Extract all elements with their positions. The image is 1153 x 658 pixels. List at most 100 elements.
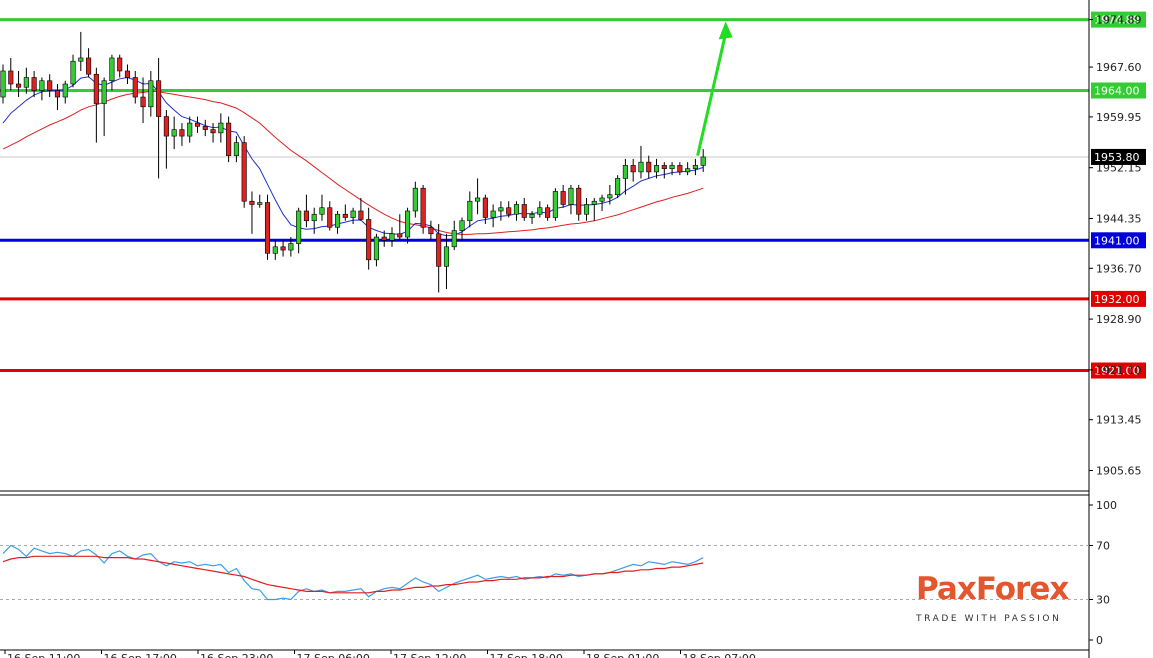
candle-body: [257, 202, 263, 205]
brand-name-left: Pa: [916, 571, 958, 607]
candle: [124, 64, 131, 85]
candle: [607, 184, 613, 205]
oscillator-tick-label: 100: [1096, 499, 1117, 512]
candle-body: [552, 191, 558, 218]
candle-body: [653, 165, 660, 173]
time-tick-label: 17 Sep 12:00: [393, 652, 466, 658]
level-label-box: [1091, 290, 1146, 307]
candle-body: [358, 210, 364, 220]
candle: [187, 116, 193, 143]
time-tick-label: 17 Sep 18:00: [490, 652, 563, 658]
candle: [16, 70, 22, 98]
price-tick-label: 1913.45: [1096, 414, 1142, 427]
candle-body: [280, 246, 286, 251]
oscillator-panel: 100 70 30 0: [0, 499, 1117, 647]
candle: [459, 217, 465, 241]
candle: [677, 162, 683, 176]
candle: [545, 204, 551, 221]
candle-body: [545, 207, 551, 218]
level-label-box: [1091, 82, 1146, 99]
candle: [537, 201, 543, 218]
candle-body: [630, 165, 636, 173]
candle-body: [405, 210, 411, 238]
candle-body: [537, 207, 543, 215]
arrow-head: [718, 21, 733, 40]
candle-body: [669, 165, 675, 169]
candle: [560, 184, 566, 208]
candle-body: [288, 243, 294, 251]
candle-body: [39, 80, 45, 91]
candle-body: [296, 210, 302, 244]
candle-body: [381, 236, 387, 241]
candle-body: [692, 165, 698, 169]
brand-logo: PaxForex TRADE WITH PASSION: [916, 572, 1076, 624]
candle-body: [140, 96, 146, 108]
candle-body: [646, 161, 652, 173]
candle-body: [661, 165, 667, 169]
candle-body: [16, 83, 22, 88]
candle: [506, 201, 512, 218]
candle: [62, 80, 68, 104]
candle: [397, 214, 403, 241]
time-tick-label: 18 Sep 01:00: [586, 652, 659, 658]
candle-body: [685, 168, 691, 173]
candle-body: [482, 197, 488, 218]
candle: [70, 54, 76, 88]
candle-body: [327, 207, 333, 228]
candle: [47, 74, 53, 98]
candle-body: [241, 142, 247, 202]
candle-body: [513, 204, 520, 215]
candles: [0, 31, 706, 293]
candle-body: [226, 122, 232, 156]
candle-body: [62, 83, 68, 98]
candle: [86, 48, 92, 78]
candle-body: [334, 213, 341, 228]
candle-body: [412, 187, 418, 212]
candle: [513, 201, 520, 221]
candle: [288, 237, 294, 257]
candle-body: [47, 80, 53, 91]
candle-body: [490, 210, 496, 218]
candle: [498, 201, 504, 221]
candle: [39, 77, 45, 101]
candle: [521, 197, 527, 221]
candle-body: [319, 207, 325, 215]
level-label: 1964.00: [1094, 85, 1140, 98]
oscillator-tick-label: 70: [1096, 540, 1110, 553]
candle: [78, 31, 84, 71]
candle-body: [264, 202, 271, 254]
candle-body: [78, 57, 84, 62]
price-tick-label: 1974.89: [1096, 14, 1142, 27]
candle: [568, 184, 574, 215]
brand-tagline: TRADE WITH PASSION: [916, 614, 1062, 624]
candle-body: [568, 187, 574, 205]
price-tick-label: 1928.90: [1096, 313, 1142, 326]
candle-body: [132, 77, 138, 98]
candle: [31, 70, 37, 98]
candle-body: [8, 70, 14, 85]
level-label-box: [1091, 362, 1146, 379]
brand-name-x: x: [956, 571, 977, 607]
candle-body: [218, 122, 224, 134]
candle: [296, 207, 302, 254]
candle: [156, 57, 162, 179]
time-tick-label: 16 Sep 23:00: [200, 652, 273, 658]
ma-slow-line: [2, 90, 704, 235]
candle-body: [615, 178, 621, 196]
candle: [653, 158, 660, 179]
candle: [552, 188, 558, 221]
candle: [638, 145, 644, 179]
price-tick-label: 1944.35: [1096, 212, 1142, 225]
candle: [591, 197, 597, 221]
candle: [327, 201, 333, 231]
candle: [194, 116, 201, 133]
candle: [148, 70, 154, 117]
candle: [272, 240, 278, 260]
candle-body: [187, 122, 193, 137]
candle: [615, 175, 621, 198]
candle: [381, 230, 387, 247]
candle: [700, 149, 706, 172]
arrow-shaft: [696, 33, 728, 156]
